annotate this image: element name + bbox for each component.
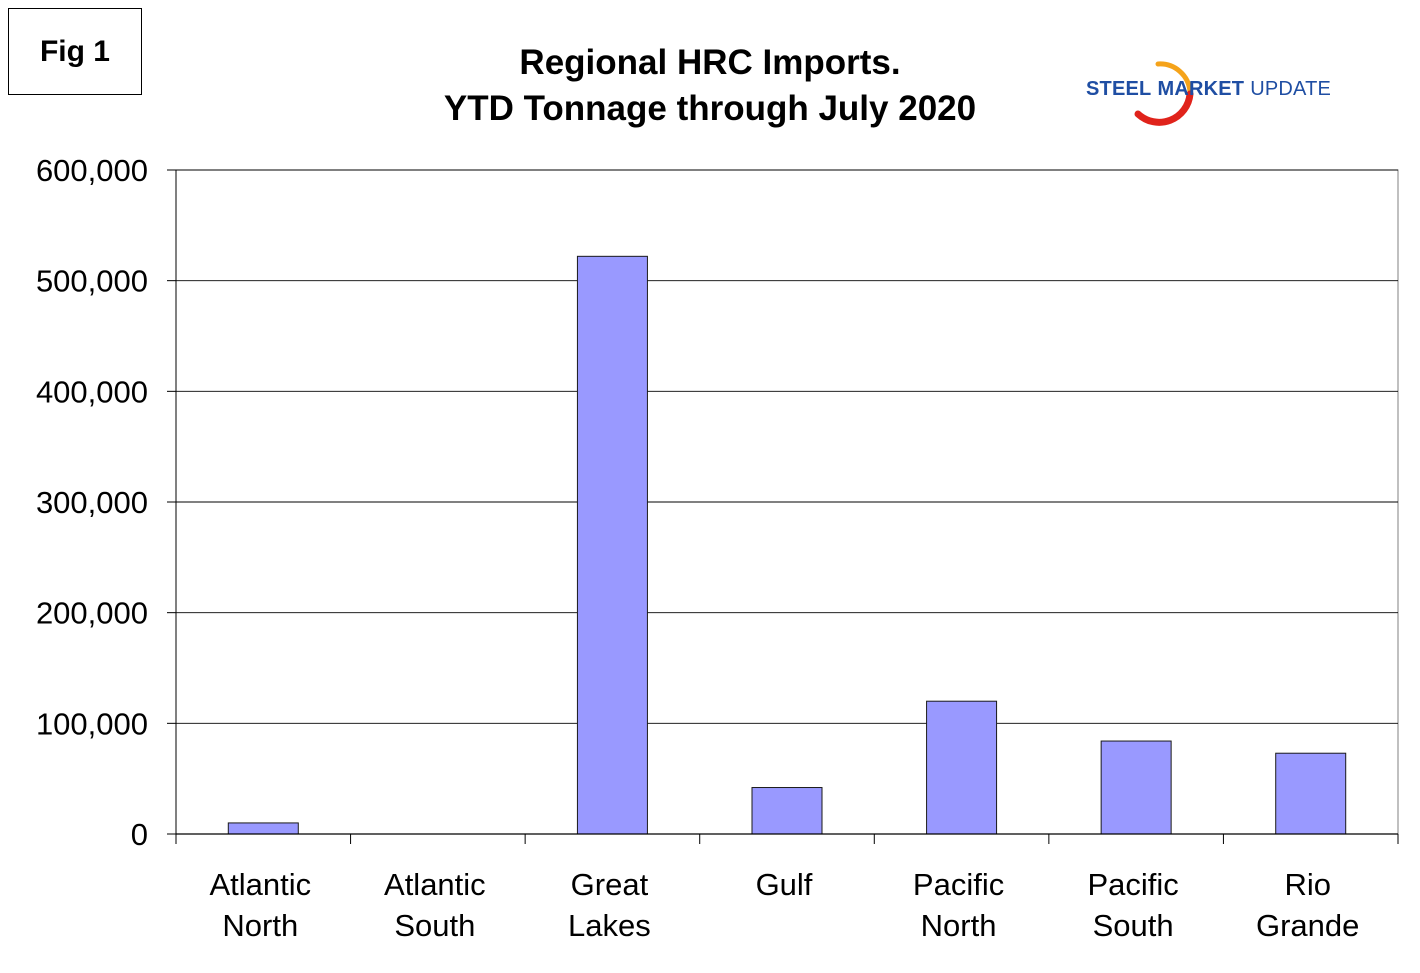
x-category-label-line: Atlantic xyxy=(209,867,311,902)
x-category-label-line: North xyxy=(921,908,997,943)
bar xyxy=(227,822,299,835)
x-category-label-line: Grande xyxy=(1256,908,1359,943)
chart-title-line-1: Regional HRC Imports. xyxy=(519,43,901,82)
x-category-label-line: Rio xyxy=(1284,867,1331,902)
x-category-label-line: Atlantic xyxy=(384,867,486,902)
logo-word-market: MARKET xyxy=(1157,78,1245,100)
chart-title: Regional HRC Imports. YTD Tonnage throug… xyxy=(360,40,1060,132)
x-category-label: Gulf xyxy=(756,867,813,902)
y-tick-label: 200,000 xyxy=(36,596,148,631)
bar xyxy=(1100,740,1172,835)
x-category-label-line: Pacific xyxy=(1087,867,1178,902)
bar xyxy=(1275,752,1347,835)
figure-label: Fig 1 xyxy=(8,8,142,95)
chart-title-line-2: YTD Tonnage through July 2020 xyxy=(443,89,977,128)
bar xyxy=(576,255,648,835)
y-tick-label: 100,000 xyxy=(36,706,148,741)
y-tick-label: 400,000 xyxy=(36,374,148,409)
x-category-label-line: Gulf xyxy=(756,867,813,902)
x-category-label: Pacific North xyxy=(913,867,1004,943)
x-category-label: Pacific South xyxy=(1087,867,1178,943)
logo-wordmark: STEEL MARKET UPDATE xyxy=(1086,78,1331,101)
x-category-label-line: Great xyxy=(571,867,649,902)
x-category-label-line: South xyxy=(1093,908,1174,943)
y-tick-label: 600,000 xyxy=(36,153,148,188)
logo-word-update: UPDATE xyxy=(1250,78,1332,100)
logo-word-steel: STEEL xyxy=(1086,78,1152,100)
steel-market-update-logo: STEEL MARKET UPDATE xyxy=(1080,52,1340,132)
y-tick-label: 0 xyxy=(131,817,148,852)
y-tick-label: 500,000 xyxy=(36,264,148,299)
x-category-label-line: North xyxy=(222,908,298,943)
bar xyxy=(926,700,998,835)
x-category-label: Great Lakes xyxy=(568,867,651,943)
x-category-label: Atlantic North xyxy=(209,867,311,943)
x-category-label-line: Lakes xyxy=(568,908,651,943)
bar xyxy=(751,787,823,835)
logo-swoosh-icon xyxy=(1134,61,1194,126)
x-category-label-line: Pacific xyxy=(913,867,1004,902)
x-category-label: Rio Grande xyxy=(1256,867,1359,943)
x-category-label: Atlantic South xyxy=(384,867,486,943)
y-tick-label: 300,000 xyxy=(36,485,148,520)
x-category-label-line: South xyxy=(394,908,475,943)
